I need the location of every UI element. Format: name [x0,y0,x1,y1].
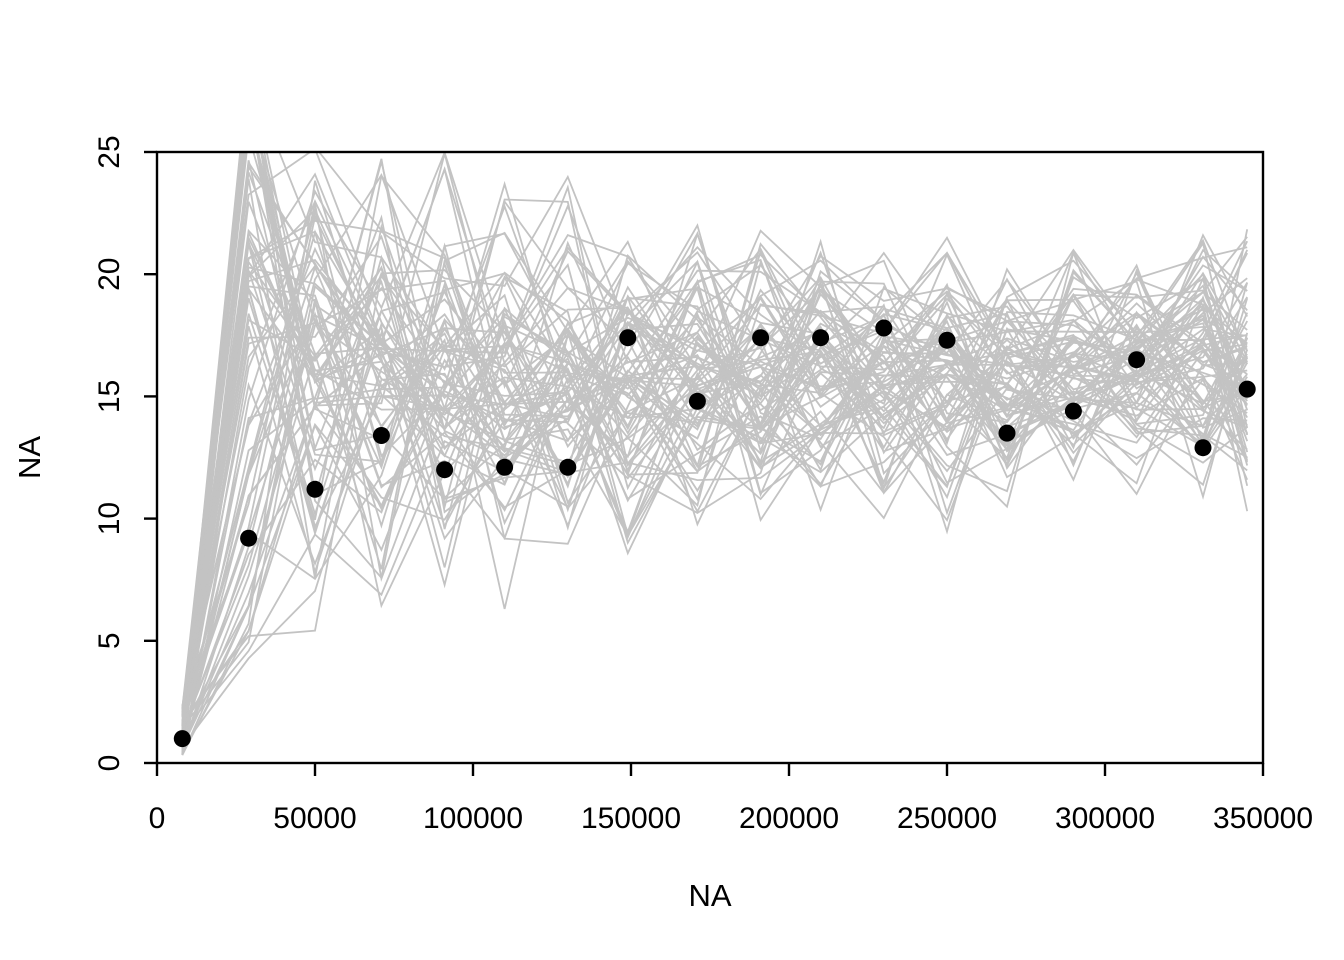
y-axis-label: NA [12,436,47,479]
mean-point-marker [559,458,577,476]
permutation-trace-line [181,180,1248,753]
y-tick-label: 5 [93,632,126,649]
permutation-trace-line [181,160,1248,748]
mean-point-marker [688,392,706,410]
mean-point-marker [436,461,454,479]
permutation-lines-group [181,152,1249,756]
mean-point-marker [938,331,956,349]
mean-point-marker [306,480,324,498]
permutation-trace-line [181,160,1249,715]
x-axis-label: NA [688,878,731,913]
permutation-trace-line [181,171,1249,726]
mean-points-group [173,319,1256,748]
y-axis: 0 5 10 15 20 25 [93,135,157,771]
mean-point-marker [240,529,258,547]
mean-point-marker [619,329,637,347]
x-tick-label: 200000 [739,802,839,835]
permutation-trace-line [181,178,1249,725]
permutation-trace-line [181,240,1249,736]
mean-point-marker [1238,380,1256,398]
mean-point-marker [1128,351,1146,369]
permutation-trace-line [181,203,1249,707]
permutation-trace-line [181,152,1248,715]
x-tick-label: 350000 [1213,802,1313,835]
mean-point-marker [998,424,1016,442]
x-tick-label: 0 [149,802,166,835]
permutation-trace-line [181,240,1249,748]
y-tick-label: 25 [93,135,126,168]
permutation-trace-line [181,152,1248,748]
mean-point-marker [1194,439,1212,457]
y-tick-label: 15 [93,380,126,413]
x-axis: 0 50000 100000 150000 200000 250000 300000 3500… [149,763,1313,835]
mean-point-marker [1064,402,1082,420]
mean-point-marker [173,730,191,748]
mean-point-marker [812,329,830,347]
plot-box-border [155,150,1265,765]
permutation-trace-line [181,152,1249,725]
permutation-trace-line [181,172,1248,751]
permutation-trace-line [181,288,1249,717]
x-tick-label: 100000 [423,802,523,835]
permutation-trace-line [181,259,1248,746]
mean-point-marker [875,319,893,337]
permutation-trace-line [181,238,1249,711]
permutation-trace-line [181,214,1248,750]
x-tick-label: 250000 [897,802,997,835]
x-tick-label: 300000 [1055,802,1155,835]
permutation-trace-line [181,158,1249,749]
x-tick-label: 150000 [581,802,681,835]
permutation-trace-line [181,264,1248,753]
permutation-trace-line [181,152,1249,723]
y-tick-label: 0 [93,755,126,772]
permutation-trace-line [181,166,1248,742]
permutation-trace-line [181,173,1248,729]
permutation-trace-line [181,152,1249,756]
x-tick-label: 50000 [273,802,356,835]
permutation-trace-line [181,152,1248,726]
mean-point-marker [496,458,514,476]
permutation-trace-line [181,243,1249,730]
mean-point-marker [752,329,770,347]
y-tick-label: 20 [93,258,126,291]
y-tick-label: 10 [93,502,126,535]
mean-point-marker [372,427,390,444]
